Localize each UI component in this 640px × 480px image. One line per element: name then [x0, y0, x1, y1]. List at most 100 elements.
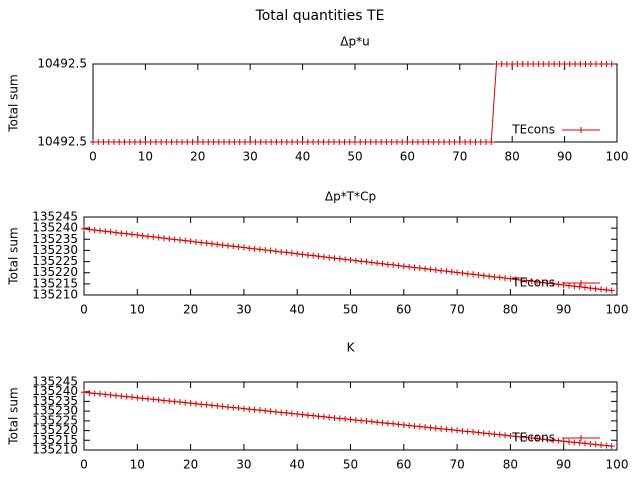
y-tick-label: 135220 — [32, 423, 78, 437]
data-point — [315, 139, 322, 145]
y-tick-label: 135245 — [32, 210, 78, 224]
data-point — [294, 411, 301, 418]
data-point — [121, 139, 128, 145]
data-point — [320, 139, 327, 145]
data-point — [224, 404, 231, 411]
y-tick-label: 135210 — [32, 443, 78, 457]
data-point — [230, 404, 237, 411]
data-point — [147, 139, 154, 145]
data-point — [608, 61, 615, 67]
data-point — [393, 139, 400, 145]
data-point — [550, 437, 557, 444]
data-point — [262, 246, 269, 253]
data-point — [427, 424, 434, 431]
data-point — [100, 139, 107, 145]
data-point — [395, 421, 402, 428]
data-point — [514, 61, 521, 67]
data-point — [189, 139, 196, 145]
data-point — [477, 139, 484, 145]
data-point — [144, 233, 151, 240]
data-point — [171, 398, 178, 405]
data-point — [118, 230, 125, 237]
data-point — [331, 139, 338, 145]
data-point — [509, 61, 516, 67]
data-point — [182, 237, 189, 244]
y-tick-label: 135225 — [32, 413, 78, 427]
data-point — [346, 139, 353, 145]
data-point — [496, 274, 503, 281]
data-point — [534, 435, 541, 442]
x-tick-label: 30 — [236, 303, 251, 317]
data-point — [230, 243, 237, 250]
y-tick-label: 135240 — [32, 221, 78, 235]
data-point — [235, 243, 242, 250]
data-point — [367, 139, 374, 145]
data-point — [347, 257, 354, 264]
data-point — [278, 248, 285, 255]
data-point — [128, 394, 135, 401]
data-point — [464, 428, 471, 435]
y-tick-label: 135210 — [32, 288, 78, 302]
subplot-title: Δp*T*Cp — [325, 190, 376, 204]
x-tick-label: 30 — [236, 458, 251, 472]
data-point — [518, 433, 525, 440]
data-point — [512, 276, 519, 283]
data-point — [267, 247, 274, 254]
data-point — [416, 265, 423, 272]
data-point — [379, 260, 386, 267]
data-point — [422, 265, 429, 272]
data-point — [198, 239, 205, 246]
data-point — [363, 418, 370, 425]
data-point — [158, 139, 165, 145]
data-point — [247, 139, 254, 145]
x-tick-label: 70 — [449, 458, 464, 472]
data-point — [587, 61, 594, 67]
data-point — [347, 416, 354, 423]
data-point — [116, 139, 123, 145]
data-point — [200, 139, 207, 145]
data-point — [163, 139, 170, 145]
data-point — [454, 269, 461, 276]
data-point — [240, 244, 247, 251]
data-point — [110, 139, 117, 145]
data-point — [139, 232, 146, 239]
data-point — [378, 139, 385, 145]
data-point — [411, 423, 418, 430]
data-point — [486, 430, 493, 437]
data-point — [268, 139, 275, 145]
data-point — [598, 442, 605, 449]
data-point — [587, 440, 594, 447]
data-point — [384, 261, 391, 268]
x-tick-label: 0 — [80, 458, 88, 472]
data-point — [208, 402, 215, 409]
data-point — [400, 421, 407, 428]
data-point — [246, 406, 253, 413]
data-point — [592, 285, 599, 292]
y-axis-label: Total sum — [7, 227, 21, 285]
data-point — [502, 432, 509, 439]
data-point — [462, 139, 469, 145]
data-point — [459, 427, 466, 434]
data-point — [603, 286, 610, 293]
data-point — [475, 429, 482, 436]
data-point — [299, 139, 306, 145]
data-point — [399, 139, 406, 145]
data-point — [112, 229, 119, 236]
data-point — [105, 139, 112, 145]
data-point — [128, 231, 135, 238]
data-point — [555, 437, 562, 444]
data-point — [539, 436, 546, 443]
data-point — [443, 426, 450, 433]
data-point — [289, 139, 296, 145]
data-point — [357, 139, 364, 145]
data-point — [198, 401, 205, 408]
data-point — [341, 139, 348, 145]
data-point — [208, 240, 215, 247]
data-point — [507, 432, 514, 439]
data-point — [451, 139, 458, 145]
data-point — [310, 139, 317, 145]
data-point — [582, 284, 589, 291]
data-point — [231, 139, 238, 145]
x-tick-label: 100 — [606, 150, 629, 164]
